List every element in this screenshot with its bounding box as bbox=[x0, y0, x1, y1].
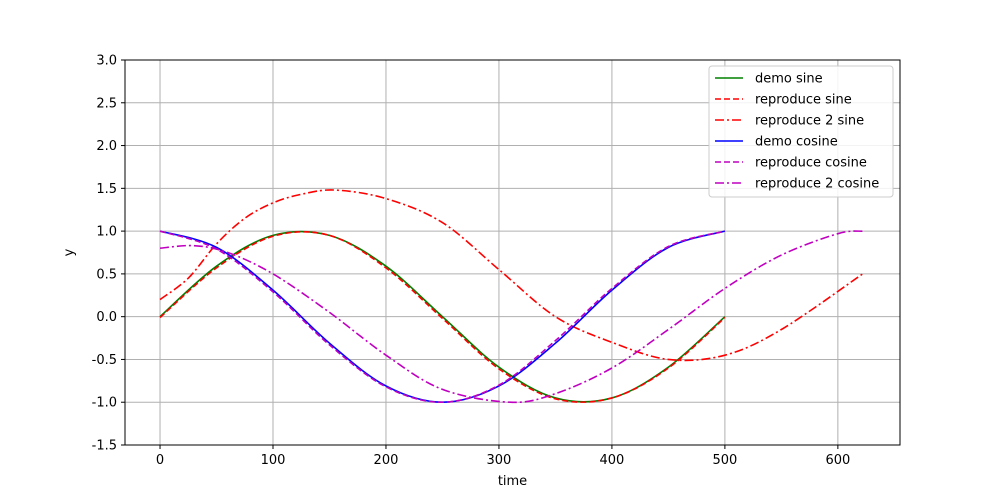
y-tick-label: -0.5 bbox=[92, 353, 117, 368]
legend-label: reproduce 2 sine bbox=[755, 114, 864, 129]
plot-frame bbox=[124, 59, 901, 446]
y-tick-label: 1.5 bbox=[96, 182, 117, 197]
legend-label: reproduce sine bbox=[755, 93, 852, 108]
legend-label: demo sine bbox=[755, 72, 823, 87]
y-axis-label: y bbox=[62, 248, 77, 256]
series-lines bbox=[159, 189, 864, 404]
y-tick-label: -1.0 bbox=[92, 396, 117, 411]
x-axis-label: time bbox=[498, 474, 527, 489]
series-line-demo-sine bbox=[159, 230, 726, 403]
x-tick-label: 0 bbox=[156, 453, 164, 468]
y-tick-label: 1.0 bbox=[96, 225, 117, 240]
y-tick-label: 2.0 bbox=[96, 139, 117, 154]
legend-label: demo cosine bbox=[755, 135, 838, 150]
x-tick-label: 400 bbox=[600, 453, 625, 468]
x-tick-label: 300 bbox=[487, 453, 512, 468]
y-tick-label: 2.5 bbox=[96, 96, 117, 111]
x-tick-label: 500 bbox=[712, 453, 737, 468]
x-tick-label: 200 bbox=[374, 453, 399, 468]
y-axis-ticks: -1.5 -1.0 -0.5 0.0 0.5 1.0 1.5 2.0 2.5 3.0 bbox=[92, 54, 125, 454]
x-tick-label: 600 bbox=[825, 453, 850, 468]
series-line-reproduce-sine bbox=[159, 231, 726, 403]
x-tick-label: 100 bbox=[261, 453, 286, 468]
series-line-reproduce-2-cosine bbox=[159, 230, 863, 404]
legend-label: reproduce cosine bbox=[755, 156, 867, 171]
legend-label: reproduce 2 cosine bbox=[755, 177, 879, 192]
y-tick-label: -1.5 bbox=[92, 439, 117, 454]
legend-box bbox=[708, 65, 894, 198]
legend: demo sine reproduce sine reproduce 2 sine d… bbox=[708, 65, 894, 198]
series-line-reproduce-2-sine bbox=[159, 189, 864, 362]
series-line-reproduce-cosine bbox=[159, 230, 726, 404]
x-axis-ticks: 0 100 200 300 400 500 600 bbox=[156, 445, 850, 468]
y-tick-label: 0.5 bbox=[96, 267, 117, 282]
y-tick-label: 0.0 bbox=[96, 310, 117, 325]
y-tick-label: 3.0 bbox=[96, 54, 117, 69]
